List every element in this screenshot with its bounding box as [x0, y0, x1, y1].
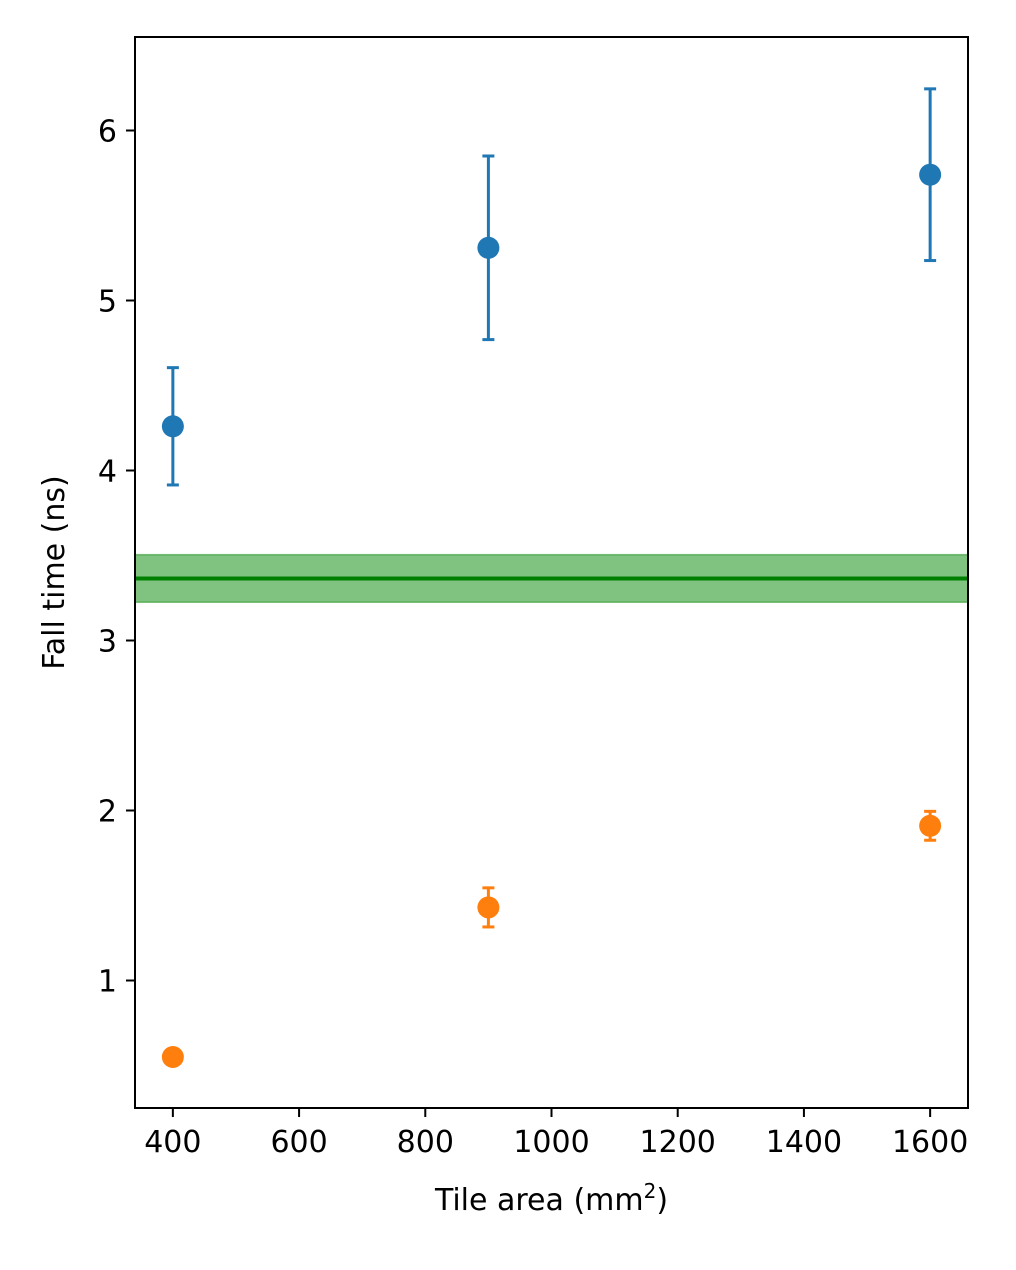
x-axis-label-main: Tile area (mm — [434, 1183, 644, 1218]
reference-band-layer — [134, 553, 969, 604]
data-point — [477, 896, 500, 919]
x-tick-label: 800 — [397, 1125, 454, 1160]
x-tick-label: 400 — [144, 1125, 201, 1160]
x-axis-label-suffix: ) — [656, 1183, 668, 1218]
data-point — [161, 1046, 184, 1068]
data-point — [919, 814, 942, 837]
data-point — [919, 163, 942, 186]
series-layer — [161, 87, 942, 1068]
x-tick-label: 1400 — [766, 1125, 842, 1160]
series-orange — [161, 809, 942, 1068]
y-tick-label: 5 — [98, 285, 117, 320]
x-axis-label: Tile area (mm2) — [434, 1179, 668, 1218]
y-axis-label: Fall time (ns) — [37, 475, 72, 669]
x-tick-label: 1000 — [513, 1125, 589, 1160]
data-point — [477, 236, 500, 259]
y-tick-label: 2 — [98, 795, 117, 830]
y-tick-label: 6 — [98, 115, 117, 150]
x-tick-label: 1200 — [640, 1125, 716, 1160]
plot-frame — [134, 36, 969, 1109]
y-tick-label: 3 — [98, 625, 117, 660]
y-tick-label: 1 — [98, 965, 117, 1000]
x-axis-label-superscript: 2 — [644, 1179, 657, 1203]
x-tick-label: 600 — [270, 1125, 327, 1160]
x-axis-ticks: 400 600 800 1000 1200 1400 1600 — [144, 1108, 968, 1160]
data-point — [161, 415, 184, 438]
x-tick-label: 1600 — [892, 1125, 968, 1160]
y-axis-ticks: 1 2 3 4 5 6 — [98, 115, 135, 1000]
series-blue — [161, 87, 942, 487]
y-tick-label: 4 — [98, 455, 117, 490]
